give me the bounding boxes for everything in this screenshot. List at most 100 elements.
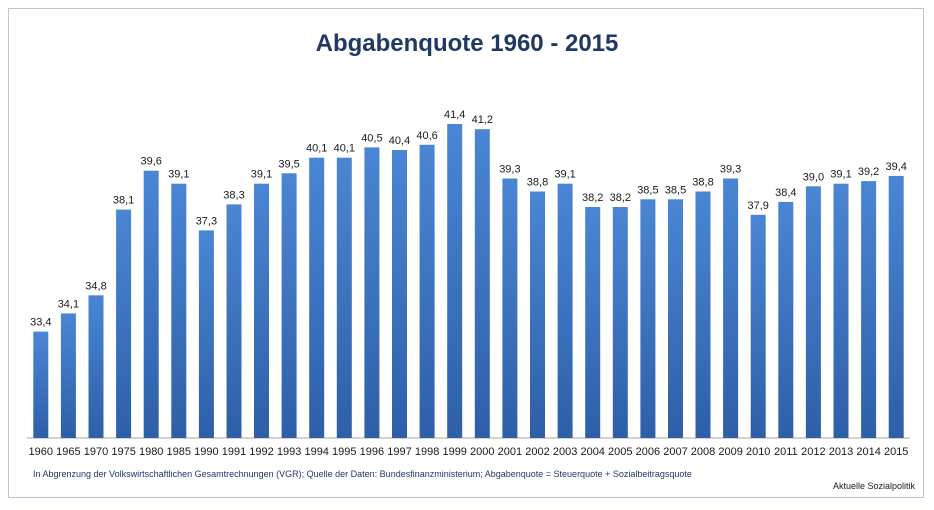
data-label-1993: 39,5 xyxy=(278,158,299,170)
chart-frame xyxy=(8,8,924,498)
chart-title: Abgabenquote 1960 - 2015 xyxy=(315,30,619,57)
bar-2014 xyxy=(861,181,877,438)
bar-1994 xyxy=(309,157,325,438)
x-tick-label-2008: 2008 xyxy=(691,446,715,458)
x-tick-label-2011: 2011 xyxy=(774,446,798,458)
x-tick-label-2000: 2000 xyxy=(470,446,494,458)
bar-2013 xyxy=(833,183,849,438)
x-tick-label-1998: 1998 xyxy=(415,446,439,458)
bar-1999 xyxy=(447,124,463,438)
x-tick-label-2013: 2013 xyxy=(829,446,853,458)
bar-1980 xyxy=(143,170,159,438)
bar-1996 xyxy=(364,147,380,438)
data-label-2014: 39,2 xyxy=(858,166,879,178)
x-tick-label-1990: 1990 xyxy=(194,446,218,458)
bar-2006 xyxy=(640,199,656,438)
data-label-1999: 41,4 xyxy=(444,109,465,121)
credit: Aktuelle Sozialpolitik xyxy=(832,481,915,491)
bar-2002 xyxy=(530,191,545,438)
x-tick-label-1995: 1995 xyxy=(332,446,356,458)
data-label-1980: 39,6 xyxy=(140,156,161,168)
data-label-1985: 39,1 xyxy=(168,169,189,181)
x-tick-label-1980: 1980 xyxy=(139,446,163,458)
bar-1991 xyxy=(226,204,242,438)
x-tick-label-1991: 1991 xyxy=(222,446,246,458)
bar-2008 xyxy=(695,191,711,438)
x-tick-label-2015: 2015 xyxy=(884,446,908,458)
bar-1975 xyxy=(116,209,132,438)
x-tick-label-2007: 2007 xyxy=(663,446,687,458)
x-tick-label-2006: 2006 xyxy=(636,446,660,458)
x-tick-label-2009: 2009 xyxy=(718,446,742,458)
x-tick-label-1994: 1994 xyxy=(304,446,328,458)
x-tick-label-1965: 1965 xyxy=(56,446,80,458)
x-tick-label-1975: 1975 xyxy=(111,446,135,458)
data-label-2002: 38,8 xyxy=(527,177,548,189)
x-tick-label-1997: 1997 xyxy=(387,446,411,458)
data-label-1992: 39,1 xyxy=(251,169,272,181)
data-label-1975: 38,1 xyxy=(113,195,134,207)
bar-1985 xyxy=(171,183,187,438)
data-label-2004: 38,2 xyxy=(582,192,603,204)
data-label-2015: 39,4 xyxy=(885,161,906,173)
bar-1998 xyxy=(419,144,435,439)
data-label-2005: 38,2 xyxy=(610,192,631,204)
bar-1965 xyxy=(60,313,76,438)
x-tick-label-1960: 1960 xyxy=(29,446,53,458)
data-label-1970: 34,8 xyxy=(85,280,106,292)
bar-1960 xyxy=(33,331,49,438)
bar-1990 xyxy=(198,230,214,438)
data-label-2007: 38,5 xyxy=(665,184,686,196)
data-label-1997: 40,4 xyxy=(389,135,410,147)
x-tick-label-1999: 1999 xyxy=(442,446,466,458)
bar-2012 xyxy=(805,186,821,438)
data-label-2001: 39,3 xyxy=(499,164,520,176)
x-tick-label-1985: 1985 xyxy=(167,446,191,458)
data-label-1995: 40,1 xyxy=(334,143,355,155)
x-tick-label-2002: 2002 xyxy=(525,446,549,458)
bar-1995 xyxy=(336,157,352,438)
bar-2000 xyxy=(474,129,490,438)
x-tick-label-1970: 1970 xyxy=(84,446,108,458)
data-label-1991: 38,3 xyxy=(223,189,244,201)
data-label-2003: 39,1 xyxy=(554,169,575,181)
bar-2005 xyxy=(612,207,628,438)
x-tick-label-2012: 2012 xyxy=(801,446,825,458)
footnote: In Abgrenzung der Volkswirtschaftlichen … xyxy=(33,469,692,479)
bar-1970 xyxy=(88,295,104,438)
bar-2007 xyxy=(668,199,683,438)
x-tick-label-1993: 1993 xyxy=(277,446,301,458)
data-label-1998: 40,6 xyxy=(416,130,437,142)
data-label-1990: 37,3 xyxy=(196,215,217,227)
data-label-1965: 34,1 xyxy=(58,298,79,310)
data-label-1994: 40,1 xyxy=(306,143,327,155)
bar-2003 xyxy=(557,183,573,438)
x-tick-label-2004: 2004 xyxy=(580,446,604,458)
bar-2010 xyxy=(750,214,766,438)
bar-1997 xyxy=(392,150,407,438)
x-tick-label-2005: 2005 xyxy=(608,446,632,458)
bar-2004 xyxy=(585,207,601,438)
data-label-2000: 41,2 xyxy=(472,114,493,126)
x-tick-label-1992: 1992 xyxy=(249,446,273,458)
data-label-2013: 39,1 xyxy=(830,169,851,181)
data-label-2010: 37,9 xyxy=(747,200,768,212)
data-label-2008: 38,8 xyxy=(692,177,713,189)
bar-2001 xyxy=(502,178,518,438)
data-label-2012: 39,0 xyxy=(803,171,824,183)
x-tick-label-2014: 2014 xyxy=(856,446,880,458)
bar-2009 xyxy=(723,178,739,438)
bar-1992 xyxy=(254,183,269,438)
data-label-1996: 40,5 xyxy=(361,132,382,144)
x-tick-label-2010: 2010 xyxy=(746,446,770,458)
data-label-2006: 38,5 xyxy=(637,184,658,196)
x-tick-label-2003: 2003 xyxy=(553,446,577,458)
data-label-2011: 38,4 xyxy=(775,187,796,199)
bar-2011 xyxy=(778,201,794,438)
data-label-1960: 33,4 xyxy=(30,317,51,329)
bar-1993 xyxy=(281,173,297,439)
x-tick-label-2001: 2001 xyxy=(498,446,522,458)
x-tick-label-1996: 1996 xyxy=(360,446,384,458)
data-label-2009: 39,3 xyxy=(720,164,741,176)
